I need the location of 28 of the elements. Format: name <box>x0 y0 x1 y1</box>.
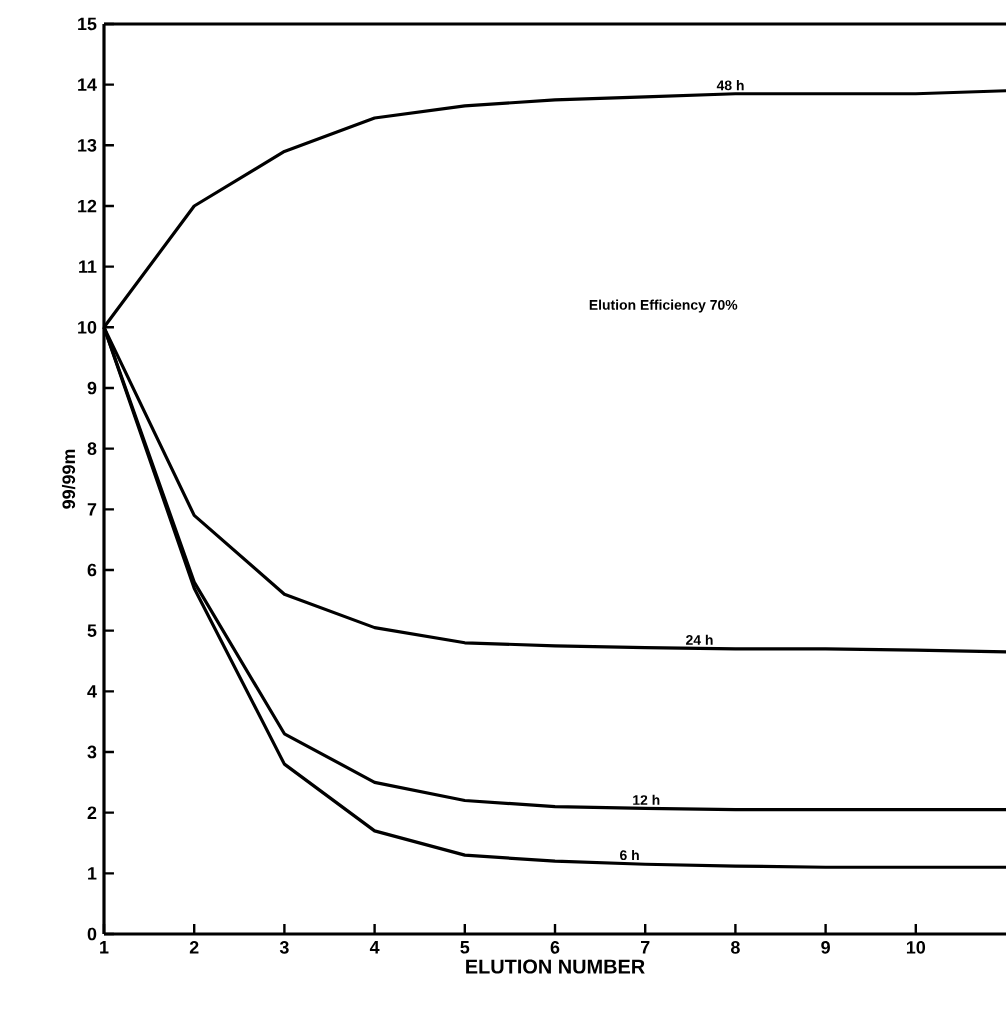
x-tick-label: 8 <box>730 941 740 954</box>
y-axis-title: 99/99m <box>61 449 76 509</box>
y-tick-label: 13 <box>78 138 97 152</box>
y-tick-label: 0 <box>87 927 97 941</box>
x-tick-label: 1 <box>100 941 109 954</box>
y-tick-label: 7 <box>87 503 97 516</box>
x-axis-title: ELUTION NUMBER <box>466 959 645 974</box>
y-tick-label: 6 <box>87 563 97 577</box>
x-tick-label: 9 <box>821 941 830 954</box>
y-tick-label: 15 <box>78 17 97 31</box>
y-tick-label: 2 <box>87 806 97 819</box>
x-tick-label: 6 <box>550 941 560 954</box>
y-tick-label: 5 <box>87 624 97 637</box>
x-tick-label: 3 <box>279 941 289 954</box>
y-tick-label: 8 <box>87 442 97 456</box>
y-tick-label: 1 <box>88 867 97 880</box>
y-tick-label: 10 <box>78 320 97 334</box>
y-tick-label: 14 <box>78 78 97 91</box>
y-tick-label: 9 <box>87 381 97 395</box>
x-tick-label: 10 <box>906 941 926 954</box>
y-tick-label: 12 <box>78 199 97 213</box>
y-tick-label: 4 <box>87 685 97 698</box>
x-tick-label: 2 <box>189 941 199 954</box>
y-tick-label: 3 <box>87 745 97 759</box>
x-tick-label: 4 <box>369 941 380 954</box>
x-tick-label: 5 <box>460 941 470 954</box>
y-tick-label: 11 <box>79 260 97 273</box>
x-tick-label: 7 <box>641 941 650 954</box>
